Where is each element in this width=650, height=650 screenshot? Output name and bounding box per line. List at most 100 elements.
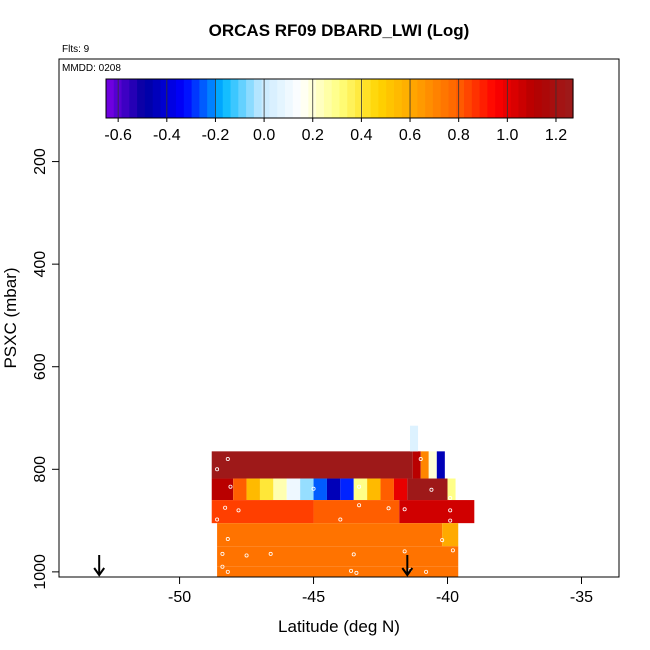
colorbar-tick-label: -0.2 [202, 127, 230, 144]
colorbar-swatch [222, 79, 232, 118]
colorbar-tick-label: 0.0 [253, 127, 275, 144]
flights-label: Flts: 9 [62, 44, 90, 55]
heatmap-cell [246, 478, 260, 501]
colorbar-swatch [168, 79, 177, 118]
colorbar-tick-label: 1.0 [496, 127, 518, 144]
heatmap-cells [211, 425, 475, 577]
colorbar-swatch [137, 79, 146, 118]
heatmap-cell [259, 478, 274, 501]
heatmap-cell [428, 451, 437, 479]
colorbar-swatch [277, 79, 286, 118]
x-tick-label: -40 [436, 589, 459, 606]
sample-point [225, 569, 230, 574]
colorbar-swatch [401, 79, 411, 118]
colorbar-swatch [323, 79, 333, 118]
sample-point [386, 506, 391, 511]
heatmap-cell [442, 523, 459, 547]
heatmap-cell [447, 478, 456, 501]
sample-point [236, 508, 241, 513]
colorbar-swatch [292, 79, 302, 118]
sample-point [357, 503, 362, 508]
colorbar-swatch [393, 79, 403, 118]
sample-points [215, 457, 455, 575]
x-tick-label: -50 [168, 589, 191, 606]
sample-point [225, 457, 230, 462]
colorbar-swatch [487, 79, 496, 118]
heatmap-cell [407, 478, 448, 501]
colorbar-tick-label: -0.6 [104, 127, 132, 144]
sample-point [311, 486, 316, 491]
colorbar-swatch [526, 79, 535, 118]
x-axis-label: Latitude (deg N) [278, 617, 400, 636]
colorbar-tick-label: 0.8 [448, 127, 470, 144]
sample-point [268, 551, 273, 556]
heatmap-cell [313, 500, 400, 524]
colorbar-swatch [331, 79, 341, 118]
sample-point [223, 505, 228, 510]
sample-point [354, 570, 359, 575]
colorbar-swatch [152, 79, 162, 118]
colorbar-swatch [339, 79, 348, 118]
colorbar-swatch [495, 79, 504, 118]
colorbar-swatch [378, 79, 387, 118]
colorbar-tick-label: -0.4 [153, 127, 181, 144]
colorbar-swatch [207, 79, 216, 118]
colorbar-swatch [518, 79, 527, 118]
sample-point [244, 553, 249, 558]
colorbar-swatch [370, 79, 380, 118]
sample-point [448, 508, 453, 513]
x-tick-label: -45 [302, 589, 325, 606]
heatmap-cell [399, 500, 475, 524]
heatmap-cell [217, 566, 459, 577]
colorbar-swatch [510, 79, 520, 118]
sample-point [225, 537, 230, 542]
colorbar: -0.6 -0.4 -0.2 0.0 0.2 0.4 0.6 0.8 1.0 1.2 [104, 78, 574, 144]
arrow-head [401, 567, 414, 577]
plot-area: MMDD: 0208 [58, 58, 620, 578]
colorbar-swatch [183, 79, 193, 118]
sample-point [402, 507, 407, 512]
colorbar-swatch [199, 79, 208, 118]
heatmap-cell [273, 478, 287, 501]
colorbar-swatch [362, 79, 372, 118]
colorbar-swatch [409, 79, 418, 118]
heatmap-cell [380, 478, 394, 501]
heatmap-cell [410, 425, 419, 452]
colorbar-swatch [176, 79, 185, 118]
heatmap-cell [286, 478, 301, 501]
x-axis: -50 -45 -40 -35 [168, 577, 593, 606]
colorbar-tick-label: 0.4 [350, 127, 372, 144]
y-tick-label: 800 [32, 456, 49, 483]
heatmap-cell [367, 478, 381, 501]
x-tick-label: -35 [570, 589, 593, 606]
colorbar-swatch [557, 79, 566, 118]
colorbar-swatch [464, 79, 473, 118]
colorbar-swatch [230, 79, 239, 118]
sample-point [450, 548, 455, 553]
colorbar-swatch [106, 79, 115, 118]
plot-frame [58, 58, 620, 578]
sample-point [429, 487, 434, 492]
heatmap-cell [420, 451, 429, 479]
sample-point [440, 538, 445, 543]
colorbar-swatch [347, 79, 356, 118]
colorbar-swatch [440, 79, 450, 118]
colorbar-swatch [565, 79, 574, 118]
sample-point [357, 484, 362, 489]
heatmap-cell [300, 478, 314, 501]
colorbar-swatch [355, 79, 364, 118]
colorbar-swatch [417, 79, 426, 118]
sample-point [215, 517, 220, 522]
colorbar-swatch [425, 79, 434, 118]
arrow-head [93, 567, 106, 577]
colorbar-swatch [316, 79, 325, 118]
heatmap-cell [326, 478, 341, 501]
colorbar-swatch [432, 79, 442, 118]
colorbar-swatch [191, 79, 200, 118]
heatmap-cell [412, 451, 421, 479]
colorbar-swatch [534, 79, 543, 118]
y-tick-label: 400 [32, 251, 49, 278]
colorbar-gradient [106, 79, 574, 118]
heatmap-cell [340, 478, 354, 501]
